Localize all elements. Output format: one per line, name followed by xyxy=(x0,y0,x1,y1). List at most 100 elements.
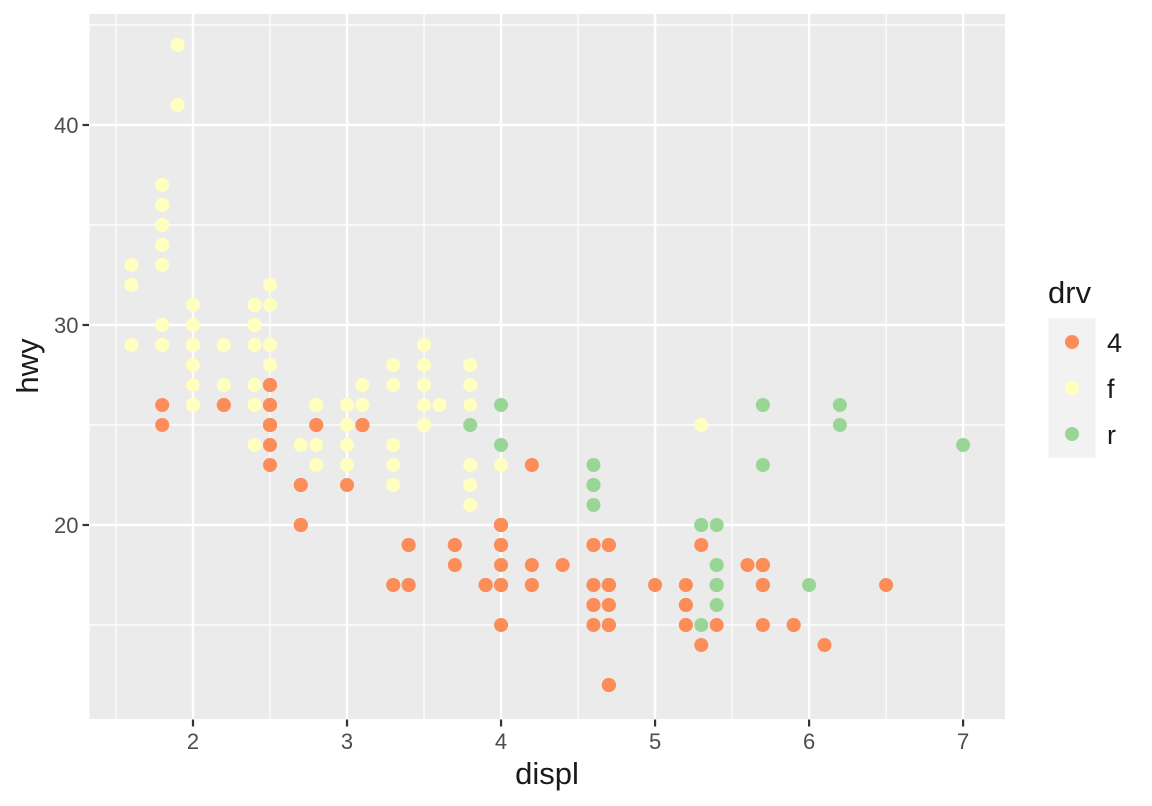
data-point xyxy=(155,218,170,232)
data-point xyxy=(386,378,401,392)
data-point xyxy=(386,478,401,492)
x-axis-title: displ xyxy=(515,756,579,791)
data-point xyxy=(709,578,724,592)
data-point xyxy=(355,418,370,432)
data-point xyxy=(309,458,324,472)
data-point xyxy=(263,278,278,292)
data-point xyxy=(463,398,478,412)
data-point xyxy=(802,578,817,592)
data-point xyxy=(463,378,478,392)
data-point xyxy=(355,378,370,392)
data-point xyxy=(186,358,201,372)
data-point xyxy=(155,178,170,192)
data-point xyxy=(524,458,539,472)
data-point xyxy=(463,358,478,372)
data-point xyxy=(155,258,170,272)
data-point xyxy=(879,578,894,592)
data-point xyxy=(293,518,308,532)
data-point xyxy=(170,38,185,52)
data-point xyxy=(786,618,801,632)
data-point xyxy=(247,318,262,332)
data-point xyxy=(755,398,770,412)
x-tick-label: 2 xyxy=(187,729,199,754)
legend-point-r-icon xyxy=(1065,427,1079,441)
y-tick-label: 40 xyxy=(54,113,78,138)
data-point xyxy=(417,398,432,412)
data-point xyxy=(694,418,709,432)
legend-label-r: r xyxy=(1107,420,1116,450)
data-point xyxy=(216,338,231,352)
data-point xyxy=(340,418,355,432)
legend-point-4-icon xyxy=(1065,335,1079,349)
data-point xyxy=(447,538,462,552)
data-point xyxy=(586,478,601,492)
data-point xyxy=(755,458,770,472)
data-point xyxy=(755,618,770,632)
data-point xyxy=(309,418,324,432)
data-point xyxy=(247,398,262,412)
data-point xyxy=(586,538,601,552)
legend-entry-r: r xyxy=(1048,410,1116,458)
data-point xyxy=(494,518,509,532)
data-point xyxy=(263,338,278,352)
data-point xyxy=(586,498,601,512)
data-point xyxy=(186,338,201,352)
data-point xyxy=(186,378,201,392)
legend-label-f: f xyxy=(1107,374,1115,404)
data-point xyxy=(247,378,262,392)
data-point xyxy=(170,98,185,112)
data-point xyxy=(124,338,139,352)
data-point xyxy=(124,258,139,272)
data-point xyxy=(740,558,755,572)
data-point xyxy=(263,358,278,372)
data-point xyxy=(309,438,324,452)
y-axis-title: hwy xyxy=(10,338,45,394)
data-point xyxy=(263,438,278,452)
data-point xyxy=(417,378,432,392)
data-point xyxy=(386,458,401,472)
legend-label-4: 4 xyxy=(1107,328,1122,358)
data-point xyxy=(124,278,139,292)
data-point xyxy=(463,498,478,512)
legend-entry-4: 4 xyxy=(1048,318,1122,366)
data-point xyxy=(494,438,509,452)
data-point xyxy=(678,578,693,592)
data-point xyxy=(755,578,770,592)
data-point xyxy=(340,398,355,412)
data-point xyxy=(494,538,509,552)
data-point xyxy=(817,638,832,652)
x-tick-label: 4 xyxy=(495,729,507,754)
data-point xyxy=(678,618,693,632)
data-point xyxy=(586,618,601,632)
data-point xyxy=(155,198,170,212)
data-point xyxy=(155,398,170,412)
data-point xyxy=(216,398,231,412)
data-point xyxy=(694,638,709,652)
data-point xyxy=(524,578,539,592)
data-point xyxy=(263,398,278,412)
data-point xyxy=(463,458,478,472)
data-point xyxy=(832,398,847,412)
data-point xyxy=(447,558,462,572)
data-point xyxy=(386,578,401,592)
legend-entry-f: f xyxy=(1048,364,1115,412)
data-point xyxy=(694,518,709,532)
data-point xyxy=(586,458,601,472)
data-point xyxy=(601,598,616,612)
x-tick-label: 6 xyxy=(803,729,815,754)
data-point xyxy=(463,478,478,492)
data-point xyxy=(417,358,432,372)
data-point xyxy=(186,398,201,412)
legend-point-f-icon xyxy=(1065,381,1079,395)
data-point xyxy=(401,578,416,592)
data-point xyxy=(956,438,971,452)
data-point xyxy=(709,618,724,632)
data-point xyxy=(263,458,278,472)
data-point xyxy=(601,678,616,692)
data-point xyxy=(186,318,201,332)
data-point xyxy=(216,378,231,392)
data-point xyxy=(694,538,709,552)
data-point xyxy=(309,398,324,412)
data-point xyxy=(263,418,278,432)
data-point xyxy=(293,478,308,492)
